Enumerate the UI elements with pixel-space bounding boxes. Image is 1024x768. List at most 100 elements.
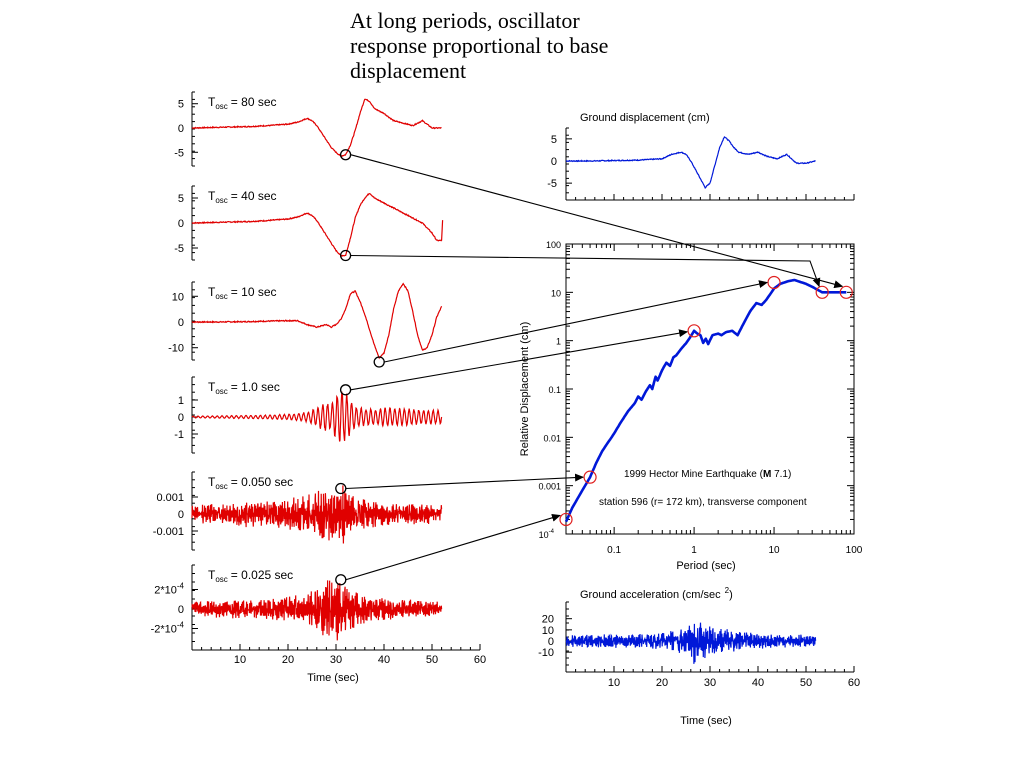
response-spectrum-y-tick-label: 10 bbox=[551, 288, 561, 298]
ground-acceleration-title: Ground acceleration (cm/sec 2) bbox=[580, 586, 733, 601]
connector-arrow-osc-10 bbox=[384, 280, 769, 363]
connector-arrow-osc-005 bbox=[345, 473, 585, 490]
osc-40-panel: 5 0 -5 Tosc = 40 sec bbox=[174, 185, 444, 262]
osc-10-trace bbox=[191, 282, 443, 360]
osc-40-y-tick-label: 5 bbox=[178, 193, 184, 205]
osc-0025-trace bbox=[191, 580, 443, 641]
response-spectrum-x-tick-label: 0.1 bbox=[607, 545, 621, 556]
ground-acceleration-x-tick-label: 20 bbox=[656, 677, 668, 689]
right-time-axis-label: Time (sec) bbox=[680, 715, 732, 727]
ground-acceleration-x-tick-label: 60 bbox=[848, 677, 860, 689]
osc-80-y-tick-label: 5 bbox=[178, 99, 184, 111]
osc-005-trace bbox=[191, 485, 443, 544]
osc-0025-marker bbox=[335, 574, 347, 586]
ground-acceleration-x-tick-label: 10 bbox=[608, 677, 620, 689]
response-spectrum-curve bbox=[564, 278, 847, 523]
ground-displacement-title: Ground displacement (cm) bbox=[580, 112, 710, 124]
osc-1-panel: 1 0 -1 Tosc = 1.0 sec bbox=[174, 376, 443, 454]
connector-arrows bbox=[345, 154, 844, 581]
osc-1-period-label: Tosc = 1.0 sec bbox=[208, 380, 280, 396]
slide-title-line-3: displacement bbox=[350, 58, 467, 83]
slide-title: At long periods, oscillator response pro… bbox=[350, 8, 680, 83]
response-spectrum-x-tick-label: 1 bbox=[691, 545, 697, 556]
response-spectrum-y-tick-label: 0.001 bbox=[538, 482, 561, 492]
osc-005-y-tick-label: 0.001 bbox=[156, 492, 184, 504]
osc-1-y-tick-label: 0 bbox=[178, 412, 184, 424]
osc-0025-y-tick-label: 2*10-4 bbox=[154, 582, 184, 597]
ground-acceleration-y-tick-label: -10 bbox=[538, 647, 554, 659]
osc-1-y-tick-label: -1 bbox=[174, 429, 184, 441]
osc-40-y-tick-label: 0 bbox=[178, 218, 184, 230]
left-time-axis-label: Time (sec) bbox=[307, 672, 359, 684]
osc-40-period-label: Tosc = 40 sec bbox=[208, 189, 277, 205]
response-spectrum-y-tick-label: 10-4 bbox=[539, 529, 555, 540]
response-spectrum-circle bbox=[815, 285, 829, 299]
response-spectrum-annotation-1: 1999 Hector Mine Earthquake (M 7.1) bbox=[624, 469, 791, 480]
osc-1-marker bbox=[339, 384, 352, 396]
osc-0025-panel: 2*10-4 0 -2*10-4 Tosc = 0.025 sec bbox=[151, 564, 443, 651]
response-spectrum-circle bbox=[687, 324, 701, 338]
osc-40-trace bbox=[191, 192, 444, 257]
left-time-axis: 10 20 30 40 50 60 Time (sec) bbox=[191, 644, 486, 684]
ground-displacement-y-tick-label: 0 bbox=[551, 156, 557, 168]
ground-acceleration-y-tick-label: 20 bbox=[542, 614, 554, 626]
ground-displacement-panel: 5 0 -5 Ground displacement (cm) bbox=[547, 112, 855, 201]
osc-10-panel: 10 0 -10 Tosc = 10 sec bbox=[168, 281, 443, 368]
osc-005-panel: 0.001 0 -0.001 Tosc = 0.050 sec bbox=[153, 471, 443, 551]
osc-0025-period-label: Tosc = 0.025 sec bbox=[208, 568, 293, 584]
slide-title-line-1: At long periods, oscillator bbox=[350, 8, 580, 33]
response-spectrum-y-label: Relative Displacement (cm) bbox=[519, 322, 531, 456]
response-spectrum-circle bbox=[839, 285, 853, 299]
osc-10-y-tick-label: 10 bbox=[172, 291, 184, 303]
osc-1-trace bbox=[191, 391, 443, 442]
osc-0025-y-tick-label: -2*10-4 bbox=[151, 621, 185, 636]
ground-acceleration-y-tick-label: 0 bbox=[548, 636, 554, 648]
response-spectrum-x-tick-label: 10 bbox=[768, 545, 780, 556]
connector-arrow-osc-40 bbox=[350, 254, 821, 288]
response-spectrum-y-tick-label: 0.01 bbox=[543, 433, 561, 443]
response-spectrum-y-tick-label: 100 bbox=[546, 240, 561, 250]
response-spectrum-panel: 0.1 1 10 100 100 10 1 0.1 0.01 0.001 10-4 Period (s… bbox=[519, 240, 863, 572]
ground-acceleration-trace bbox=[565, 622, 817, 664]
osc-40-y-tick-label: -5 bbox=[174, 243, 184, 255]
left-time-tick-label: 60 bbox=[474, 654, 486, 666]
osc-80-trace bbox=[191, 98, 442, 158]
left-time-tick-label: 10 bbox=[234, 654, 246, 666]
osc-1-y-tick-label: 1 bbox=[178, 395, 184, 407]
osc-005-period-label: Tosc = 0.050 sec bbox=[208, 475, 293, 491]
osc-80-y-tick-label: -5 bbox=[174, 147, 184, 159]
osc-005-y-tick-label: 0 bbox=[178, 509, 184, 521]
ground-displacement-y-tick-label: -5 bbox=[547, 178, 557, 190]
response-spectrum-annotation-2: station 596 (r= 172 km), transverse comp… bbox=[599, 497, 807, 508]
left-time-tick-label: 30 bbox=[330, 654, 342, 666]
response-spectrum-x-tick-label: 100 bbox=[846, 545, 863, 556]
left-time-tick-label: 40 bbox=[378, 654, 390, 666]
ground-acceleration-x-tick-label: 30 bbox=[704, 677, 716, 689]
ground-displacement-y-tick-label: 5 bbox=[551, 134, 557, 146]
osc-005-marker bbox=[335, 482, 347, 495]
ground-acceleration-x-tick-label: 50 bbox=[800, 677, 812, 689]
osc-80-panel: 5 0 -5 Tosc = 80 sec bbox=[174, 91, 442, 167]
osc-0025-y-tick-label: 0 bbox=[178, 604, 184, 616]
osc-005-y-tick-label: -0.001 bbox=[153, 526, 184, 538]
left-time-tick-label: 20 bbox=[282, 654, 294, 666]
osc-10-y-tick-label: -10 bbox=[168, 343, 184, 355]
connector-arrow-osc-0025 bbox=[345, 513, 561, 581]
osc-10-y-tick-label: 0 bbox=[178, 317, 184, 329]
connector-arrow-osc-1 bbox=[350, 329, 689, 391]
ground-acceleration-x-tick-label: 40 bbox=[752, 677, 764, 689]
response-spectrum-x-label: Period (sec) bbox=[676, 560, 735, 572]
left-time-tick-label: 50 bbox=[426, 654, 438, 666]
osc-80-period-label: Tosc = 80 sec bbox=[208, 95, 277, 111]
slide-title-line-2: response proportional to base bbox=[350, 33, 609, 58]
osc-80-y-tick-label: 0 bbox=[178, 123, 184, 135]
response-spectrum-circle bbox=[767, 275, 781, 290]
connector-arrow-osc-80 bbox=[350, 154, 844, 289]
ground-acceleration-y-tick-label: 10 bbox=[542, 625, 554, 637]
response-spectrum-y-tick-label: 0.1 bbox=[548, 385, 561, 395]
response-spectrum-circle bbox=[583, 470, 597, 484]
ground-displacement-trace bbox=[565, 136, 816, 190]
osc-10-period-label: Tosc = 10 sec bbox=[208, 285, 277, 301]
